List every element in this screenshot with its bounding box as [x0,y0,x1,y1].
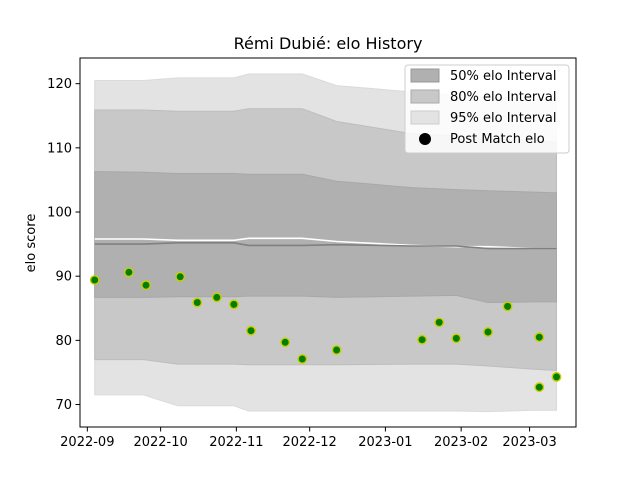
x-tick-label-2: 2022-11 [209,435,263,450]
legend-marker-points [419,133,431,145]
y-tick-label-1: 80 [55,334,72,349]
legend-label-band80: 80% elo Interval [450,90,557,105]
data-point-12 [434,317,445,328]
data-point-5 [211,292,222,303]
x-tick-label-5: 2023-02 [434,435,488,450]
y-tick-label-3: 100 [47,206,72,221]
legend-swatch-band50 [410,68,440,83]
x-tick-label-6: 2023-03 [502,435,556,450]
y-tick-label-2: 90 [55,270,72,285]
data-point-14 [483,327,493,337]
legend-swatch-band80 [410,89,440,104]
legend-label-band95: 95% elo Interval [450,111,557,126]
mean-line [94,242,557,250]
legend: 50% elo Interval 80% elo Interval 95% el… [404,64,570,154]
data-point-6 [228,299,239,310]
y-axis-label: elo score [24,214,39,273]
data-point-16 [534,332,545,343]
mean-lines [94,237,557,250]
data-point-2 [141,280,151,291]
data-point-13 [451,333,462,344]
legend-label-points: Post Match elo [450,132,545,147]
y-tick-label-0: 70 [55,398,72,413]
white-line [94,237,557,250]
data-point-3 [175,271,186,282]
data-point-0 [89,275,100,285]
data-point-11 [417,334,427,345]
data-point-7 [246,325,256,336]
legend-swatch-band95 [410,110,440,125]
x-tick-label-1: 2022-10 [133,435,187,450]
legend-box [404,64,570,154]
data-point-8 [280,337,291,348]
x-tick-label-3: 2022-12 [283,435,337,450]
data-point-1 [123,267,134,278]
data-point-10 [331,345,342,355]
data-point-18 [551,371,562,382]
data-point-4 [192,297,203,308]
x-tick-label-0: 2022-09 [60,435,114,450]
post-match-points [89,267,562,393]
interval-bands [94,73,557,413]
x-axis: 2022-09 2022-10 2022-11 2022-12 2023-01 2023-… [60,427,557,450]
legend-label-band50: 50% elo Interval [450,69,557,84]
x-tick-label-4: 2023-01 [358,435,412,450]
data-point-17 [534,382,545,393]
y-tick-label-4: 110 [47,141,72,156]
chart-title: Rémi Dubié: elo History [234,34,423,53]
data-point-15 [502,301,513,312]
y-axis: 70 80 90 100 110 120 [47,77,80,413]
data-point-9 [297,354,308,364]
plot-frame [79,57,577,428]
y-tick-label-5: 120 [47,77,72,92]
band-50 [94,171,557,304]
